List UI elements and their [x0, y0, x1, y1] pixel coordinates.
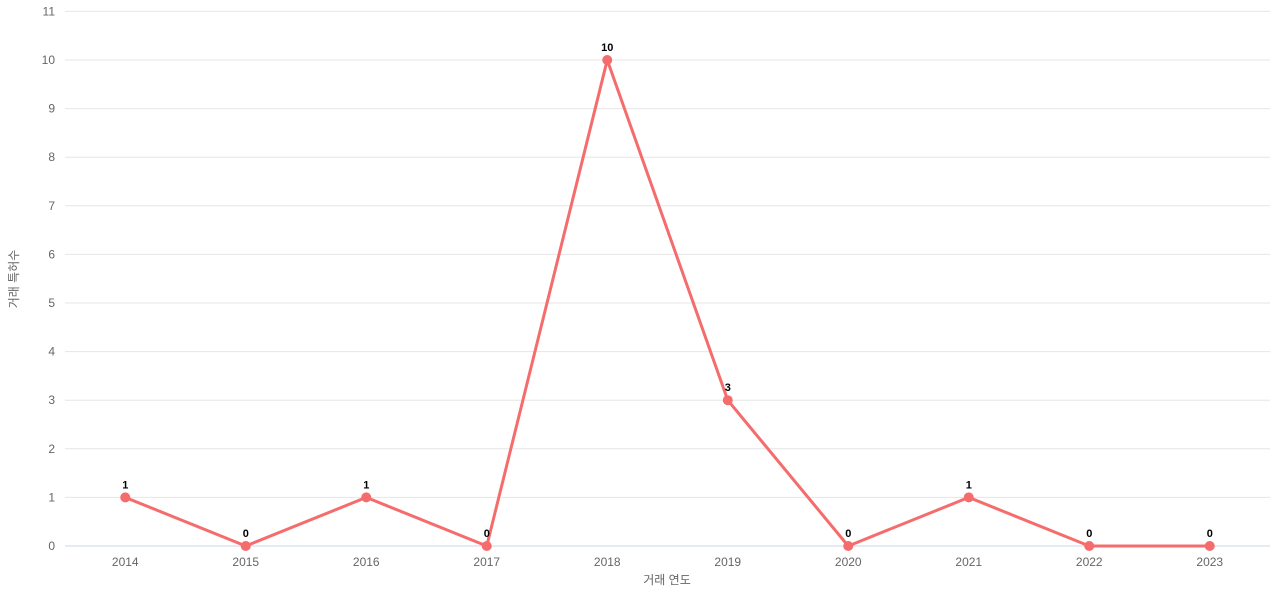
- y-axis-tick-labels: 0 1 2 3 4 5 6 7 8 9 10 11: [42, 4, 56, 553]
- x-tick-label: 2021: [955, 555, 982, 569]
- y-tick-label: 6: [48, 247, 55, 261]
- data-point-label: 10: [601, 42, 613, 54]
- y-tick-label: 4: [48, 345, 55, 359]
- data-point-markers: [120, 55, 1215, 551]
- series-line-layer: [123, 58, 1212, 548]
- x-tick-label: 2023: [1196, 555, 1223, 569]
- y-tick-label: 0: [48, 539, 55, 553]
- data-point-marker[interactable]: [361, 492, 372, 503]
- x-tick-label: 2015: [232, 555, 259, 569]
- y-tick-label: 9: [48, 102, 55, 116]
- data-point-label: 0: [1207, 528, 1213, 540]
- data-point-label: 0: [243, 528, 249, 540]
- y-tick-label: 5: [48, 296, 55, 310]
- y-tick-label: 10: [42, 53, 56, 67]
- data-point-marker[interactable]: [240, 541, 251, 551]
- x-tick-label: 2014: [112, 555, 139, 569]
- data-point-label: 1: [122, 479, 128, 491]
- y-tick-label: 7: [48, 199, 55, 213]
- x-tick-label: 2020: [835, 555, 862, 569]
- x-axis-title: 거래 연도: [643, 573, 691, 587]
- grid-layer: [65, 10, 1270, 547]
- x-axis-tick-labels: 2014 2015 2016 2017 2018 2019 2020 2021 2022 2023: [112, 555, 1224, 569]
- data-point-marker[interactable]: [722, 395, 733, 406]
- data-point-label: 0: [845, 528, 851, 540]
- data-point-marker[interactable]: [1084, 541, 1095, 551]
- x-tick-label: 2022: [1076, 555, 1103, 569]
- y-tick-label: 11: [43, 4, 56, 18]
- data-point-marker[interactable]: [843, 541, 854, 551]
- y-tick-label: 8: [48, 150, 55, 164]
- y-tick-label: 3: [48, 393, 55, 407]
- data-point-marker[interactable]: [120, 492, 131, 503]
- x-tick-label: 2019: [714, 555, 741, 569]
- data-point-label: 1: [363, 479, 369, 491]
- series-line: [123, 58, 1212, 548]
- data-point-marker[interactable]: [963, 492, 974, 503]
- y-tick-label: 1: [48, 490, 55, 504]
- data-point-marker[interactable]: [481, 541, 492, 551]
- x-tick-label: 2017: [473, 555, 500, 569]
- y-axis-title: 거래 특허수: [7, 250, 21, 309]
- data-point-label: 0: [484, 528, 490, 540]
- data-point-label: 3: [725, 382, 731, 394]
- data-point-label: 1: [966, 479, 972, 491]
- data-point-marker[interactable]: [602, 55, 613, 65]
- y-tick-label: 2: [48, 442, 55, 456]
- data-point-label: 0: [1086, 528, 1092, 540]
- data-point-marker[interactable]: [1204, 541, 1215, 551]
- x-tick-label: 2016: [353, 555, 380, 569]
- x-tick-label: 2018: [594, 555, 621, 569]
